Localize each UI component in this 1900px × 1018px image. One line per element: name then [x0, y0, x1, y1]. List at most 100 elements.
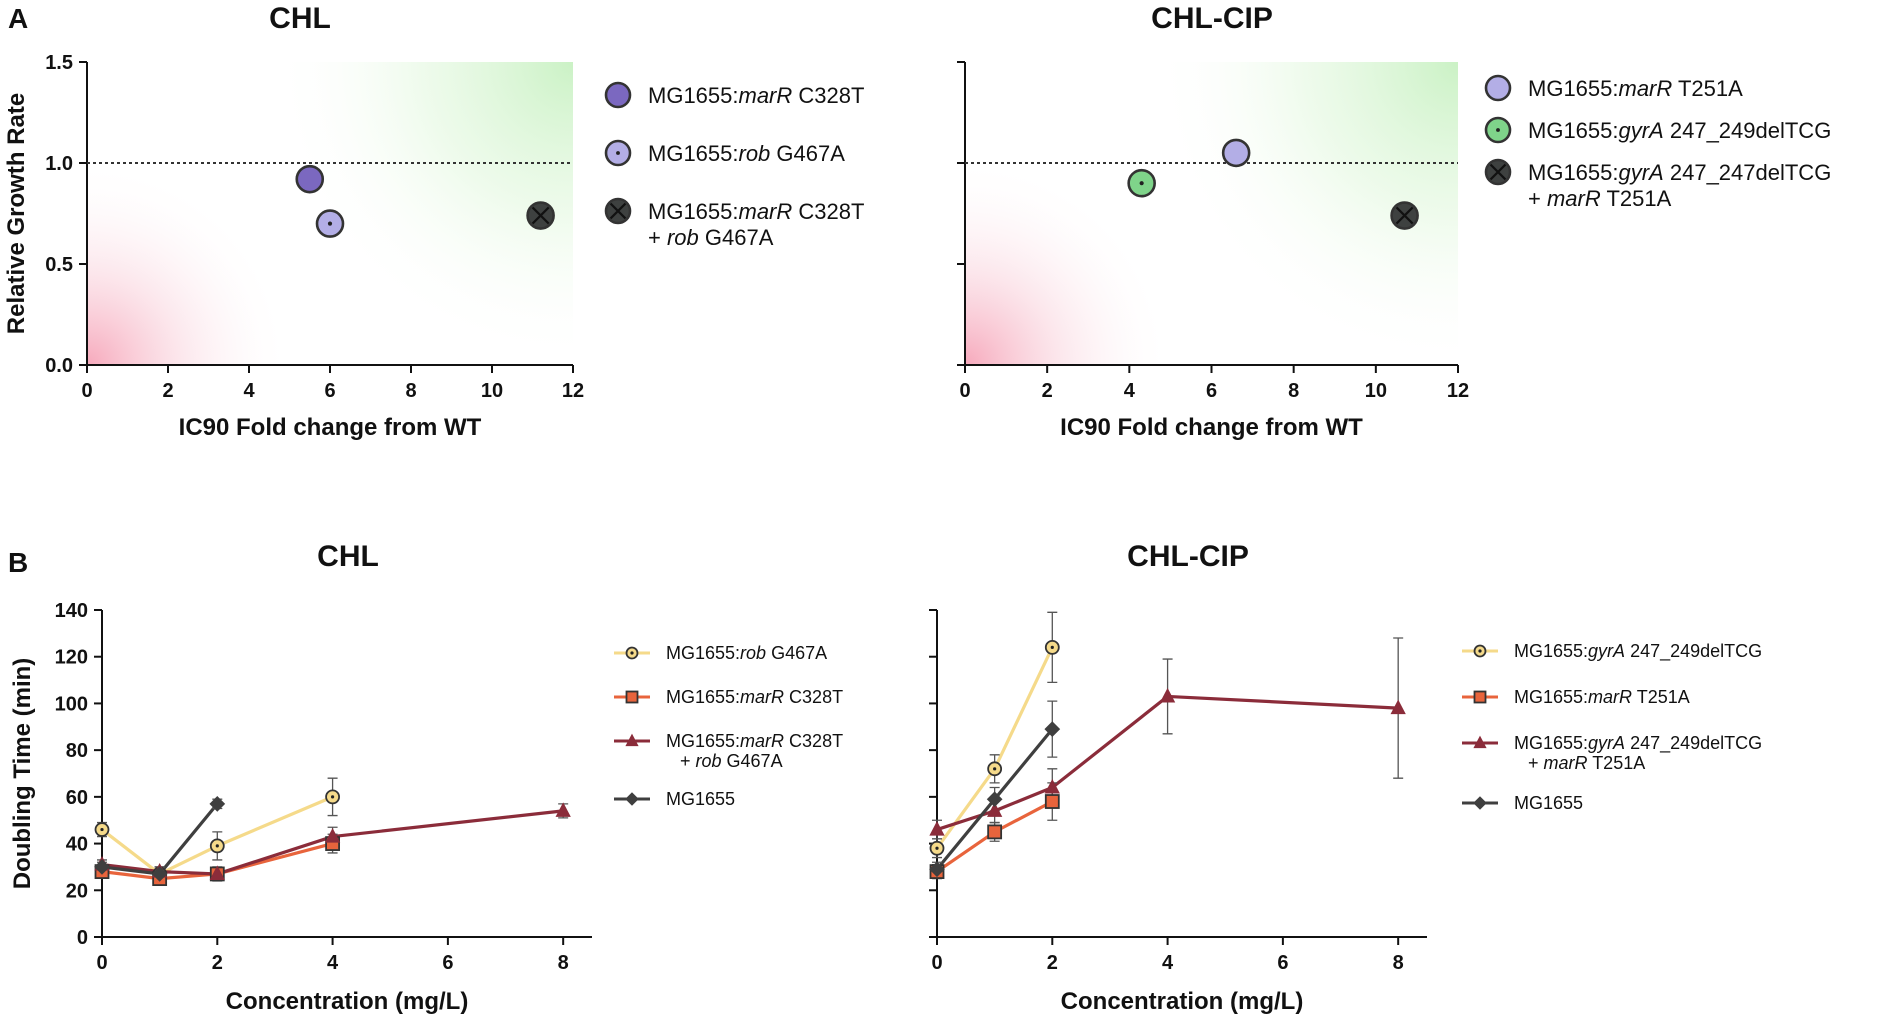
- b1-xtick-label: 6: [442, 952, 453, 974]
- b1-xtick-label: 2: [212, 952, 223, 974]
- b1-xlabel: Concentration (mg/L): [226, 988, 469, 1015]
- legend-marker: [625, 690, 639, 704]
- data-point-mg1655-marr-t251a: [987, 824, 1003, 840]
- data-point-mg1655: [209, 796, 226, 812]
- b1-ytick-label: 40: [66, 834, 88, 856]
- legend-label: MG1655:marR C328T: [666, 731, 843, 751]
- a1-axes: 0 2 4 6 8 10 12 0.0 0.5 1.0 1.5: [45, 52, 584, 402]
- legend-marker: [1473, 735, 1487, 749]
- legend-item-mg1655-marr-c328t-rob-g467a: MG1655:marR C328T+ rob G467A: [614, 731, 843, 771]
- legend-label: MG1655:rob G467A: [648, 141, 845, 166]
- a1-ytick-label: 0.5: [45, 254, 73, 276]
- data-point-mg1655-marr-c328t-rob-g467a: [209, 865, 225, 880]
- b2-xtick-label: 2: [1047, 952, 1058, 974]
- data-point-mg1655-gyra-247-249deltcg-marr-t251a: [1044, 778, 1060, 794]
- legend-marker: [1484, 116, 1512, 144]
- data-point-mg1655-gyra-247-249deltcg-marr-t251a: [1390, 699, 1406, 715]
- legend-label-continued: + rob G467A: [648, 225, 774, 250]
- b1-plot-area: [94, 777, 571, 887]
- a2-xtick-label: 0: [959, 380, 970, 402]
- a2-xtick-label: 8: [1288, 380, 1299, 402]
- legend-item-mg1655-marr-t251a: MG1655:marR T251A: [1484, 74, 1743, 102]
- a1-xtick-label: 6: [324, 380, 335, 402]
- b1-ytick-label: 20: [66, 880, 88, 902]
- data-point-mg1655-marr-t251a: [1221, 138, 1251, 168]
- a2-background: [965, 62, 1458, 365]
- b1-ylabel: Doubling Time (min): [9, 658, 36, 890]
- legend-item-mg1655-marr-c328t: MG1655:marR C328T: [614, 687, 843, 707]
- data-point-mg1655-rob-g467a: [94, 822, 110, 837]
- data-point-mg1655-marr-c328t-rob-g467a: [324, 828, 341, 843]
- legend-marker: [625, 792, 639, 806]
- legend-marker: [1484, 158, 1512, 186]
- a2-legend: MG1655:marR T251A MG1655:gyrA 247_249delT…: [1484, 74, 1831, 211]
- data-point-mg1655-gyra-247-249deltcg: [987, 761, 1003, 777]
- chart-b-chl-cip: CHL-CIP 0 2 4 6 8 Concentration (mg/L) MG1655:g…: [929, 540, 1762, 1015]
- b1-xtick-label: 0: [96, 952, 107, 974]
- legend-label: MG1655:marR T251A: [1514, 687, 1690, 707]
- data-point-mg1655-gyra-247-249deltcg-marr-t251a: [986, 802, 1003, 817]
- legend-label: MG1655: [666, 789, 735, 809]
- a1-xtick-label: 10: [481, 380, 503, 402]
- a1-xtick-label: 12: [562, 380, 584, 402]
- legend-marker: [1473, 690, 1487, 704]
- b1-ytick-label: 60: [66, 787, 88, 809]
- a1-ytick-label: 0.0: [45, 355, 73, 377]
- legend-marker: [1473, 644, 1487, 658]
- legend-label-continued: + rob G467A: [680, 751, 783, 771]
- a1-title: CHL: [269, 2, 331, 35]
- b2-xtick-label: 6: [1277, 952, 1288, 974]
- b2-title: CHL-CIP: [1127, 540, 1249, 573]
- legend-marker: [604, 81, 632, 109]
- panel-b-label: B: [8, 547, 28, 578]
- b2-legend: MG1655:gyrA 247_249delTCG MG1655:marR T25…: [1462, 641, 1762, 813]
- series-line-mg1655-marr-c328t: [101, 842, 333, 881]
- legend-item-mg1655-gyra-247-249deltcg-marr-t251a: MG1655:gyrA 247_249delTCG+ marR T251A: [1462, 733, 1762, 773]
- legend-item-mg1655-marr-c328t: MG1655:marR C328T: [604, 81, 864, 109]
- data-point-mg1655-gyra-247-249deltcg: [929, 840, 945, 856]
- a2-plot-area: [1127, 138, 1419, 230]
- data-point-mg1655-marr-c328t: [295, 164, 325, 194]
- data-point-mg1655-gyra-247-249deltcg-marr-t251a: [1159, 687, 1176, 703]
- legend-item-mg1655-gyra-247-249deltcg: MG1655:gyrA 247_249delTCG: [1462, 641, 1762, 662]
- legend-item-mg1655: MG1655: [614, 789, 735, 809]
- a2-xtick-label: 10: [1365, 380, 1387, 402]
- data-point-mg1655: [929, 861, 945, 878]
- b1-ytick-label: 140: [55, 600, 88, 622]
- legend-label-continued: + marR T251A: [1528, 753, 1645, 773]
- a1-plot-area: [295, 164, 555, 238]
- b2-xlabel: Concentration (mg/L): [1061, 988, 1304, 1015]
- legend-label: MG1655:gyrA 247_249delTCG: [1514, 733, 1762, 754]
- b1-ytick-label: 100: [55, 693, 88, 715]
- legend-label: MG1655:marR C328T: [666, 687, 843, 707]
- a1-xtick-label: 0: [81, 380, 92, 402]
- data-point-mg1655-marr-t251a: [1044, 794, 1060, 809]
- legend-label: MG1655:rob G467A: [666, 643, 827, 663]
- legend-marker: [1484, 74, 1512, 102]
- legend-label: MG1655:gyrA 247_247delTCG: [1528, 160, 1831, 185]
- b2-plot-area: [929, 611, 1406, 880]
- b1-xtick-label: 8: [558, 952, 569, 974]
- b2-xtick-label: 0: [931, 952, 942, 974]
- a2-xtick-label: 2: [1042, 380, 1053, 402]
- a2-xlabel: IC90 Fold change from WT: [1060, 414, 1363, 441]
- legend-label: MG1655:marR T251A: [1528, 76, 1743, 101]
- legend-item-mg1655-rob-g467a: MG1655:rob G467A: [614, 643, 827, 663]
- legend-label: MG1655: [1514, 793, 1583, 813]
- a1-ylabel: Relative Growth Rate: [3, 93, 30, 334]
- a2-axes: 0 2 4 6 8 10 12: [957, 61, 1469, 402]
- legend-item-mg1655-gyra-247-247deltcg-marr-t251a: MG1655:gyrA 247_247delTCG+ marR T251A: [1484, 158, 1831, 211]
- series-line-mg1655-rob-g467a: [101, 795, 334, 876]
- a1-xtick-label: 8: [405, 380, 416, 402]
- b1-ytick-label: 120: [55, 647, 88, 669]
- chart-a-chl: CHL 0 2 4 6 8 10 12 0.0 0.5 1.0 1.5 IC90 Fold change…: [3, 2, 864, 441]
- legend-item-mg1655-rob-g467a: MG1655:rob G467A: [604, 139, 845, 167]
- a1-legend: MG1655:marR C328T MG1655:rob G467A MG1655:…: [604, 81, 864, 250]
- legend-item-mg1655-marr-t251a: MG1655:marR T251A: [1462, 687, 1690, 707]
- a1-xtick-label: 2: [162, 380, 173, 402]
- data-point-mg1655: [151, 866, 168, 882]
- data-point-mg1655: [1044, 721, 1061, 737]
